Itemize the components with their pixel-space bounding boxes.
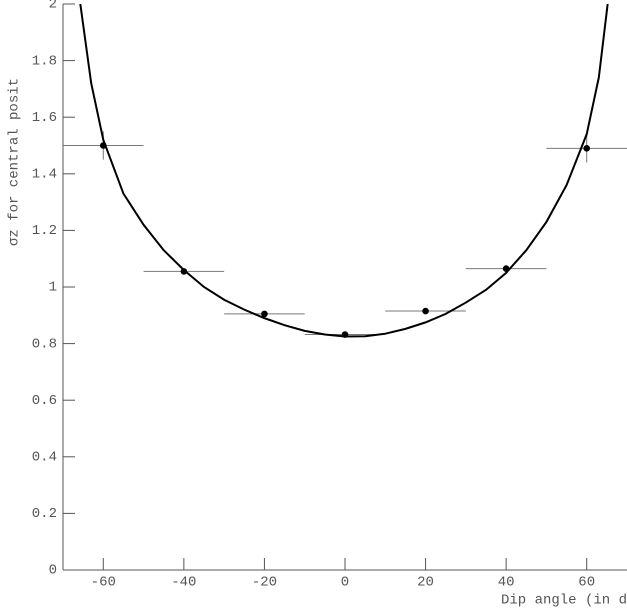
data-point — [422, 307, 429, 315]
x-tick-label: -40 — [171, 575, 196, 591]
x-tick-label: -60 — [91, 575, 116, 591]
x-tick-label: 40 — [498, 575, 515, 591]
x-axis-label: Dip angle (in d — [501, 593, 627, 608]
y-tick-label: 2 — [49, 0, 57, 13]
fit-curve — [79, 3, 609, 338]
x-tick-label: -20 — [252, 575, 277, 591]
y-tick-label: 0.2 — [32, 506, 57, 522]
y-axis-label: σz for central posit — [7, 78, 23, 246]
y-tick-label: 0.6 — [32, 393, 57, 409]
y-tick-label: 0 — [49, 563, 57, 579]
x-tick-label: 20 — [417, 575, 434, 591]
y-tick-label: 0.8 — [32, 336, 57, 352]
y-tick-label: 1.8 — [32, 53, 57, 69]
y-tick-label: 1.6 — [32, 110, 57, 126]
x-tick-label: 60 — [578, 575, 595, 591]
y-tick-label: 1 — [49, 280, 57, 296]
x-tick-label: 0 — [341, 575, 349, 591]
y-tick-label: 1.2 — [32, 223, 57, 239]
y-tick-label: 0.4 — [32, 450, 57, 466]
data-point — [583, 145, 591, 152]
data-point — [261, 310, 268, 318]
y-tick-label: 1.4 — [32, 167, 57, 183]
